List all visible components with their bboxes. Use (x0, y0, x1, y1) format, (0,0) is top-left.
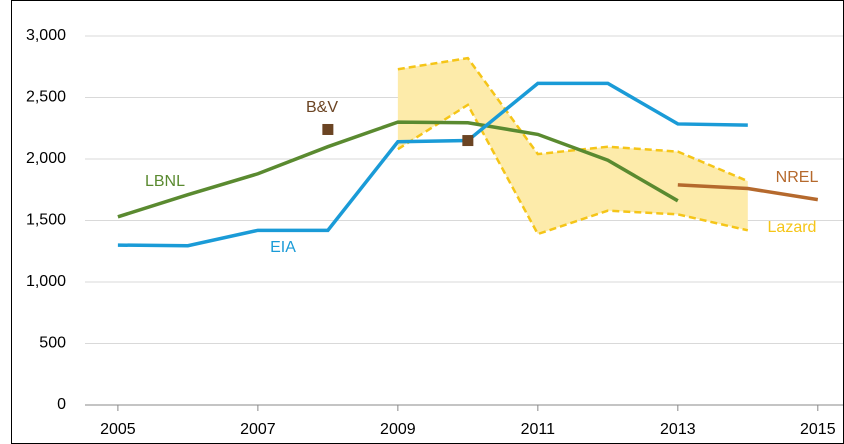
band-edge (397, 56, 749, 183)
series-label: B&V (306, 99, 338, 116)
x-tick-label: 2009 (380, 421, 416, 438)
y-tick-label: 500 (39, 335, 66, 352)
y-tick-label: 3,000 (26, 27, 66, 44)
line (117, 81, 748, 248)
x-tick-label: 2011 (521, 421, 556, 438)
line (677, 183, 819, 202)
series-label: Lazard (768, 219, 817, 236)
y-tick-label: 0 (57, 396, 66, 413)
x-tick-label: 2015 (800, 421, 836, 438)
y-tick-label: 2,000 (26, 150, 66, 167)
x-tick-label: 2007 (240, 421, 276, 438)
y-tick-label: 1,000 (26, 273, 66, 290)
series-label: NREL (776, 169, 819, 186)
y-tick-label: 1,500 (26, 212, 66, 229)
x-tick-label: 2013 (660, 421, 696, 438)
marker (322, 123, 334, 135)
marker (462, 135, 474, 147)
band-edge (397, 103, 749, 236)
series-label: LBNL (145, 173, 185, 190)
x-tick-label: 2005 (100, 421, 136, 438)
line (117, 120, 679, 219)
y-tick-label: 2,500 (26, 89, 66, 106)
series-label: EIA (270, 239, 296, 256)
